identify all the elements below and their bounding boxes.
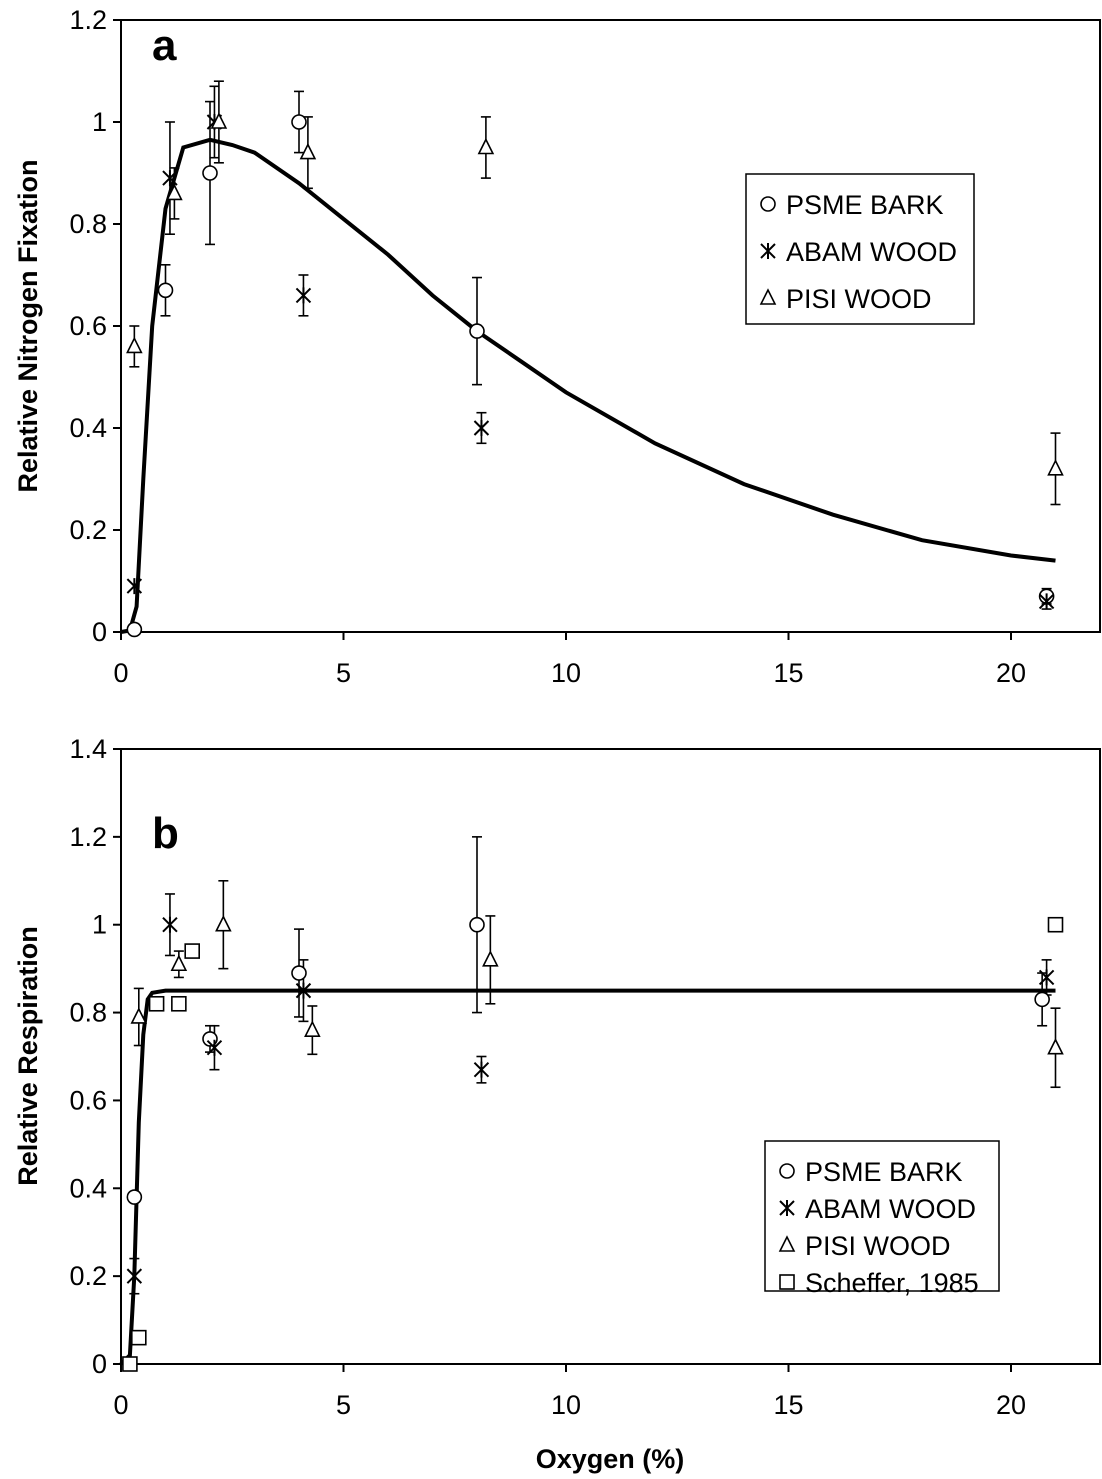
marker-circle <box>469 916 485 933</box>
plot-area-frame <box>120 748 1101 1365</box>
y-tick-label: 0.2 <box>69 1261 107 1291</box>
y-tick-label: 1 <box>92 107 107 137</box>
marker-triangle <box>170 954 188 972</box>
marker-asterisk <box>1038 593 1055 610</box>
x-axis-ticks: 0 5 10 15 20 <box>113 1364 1026 1420</box>
y-tick-label: 0.2 <box>69 515 107 545</box>
marker-asterisk <box>126 578 143 595</box>
marker-square <box>131 1329 147 1346</box>
y-tick-label: 0 <box>92 1349 107 1379</box>
marker-triangle <box>304 1020 321 1037</box>
marker-triangle <box>778 1235 796 1252</box>
marker-circle <box>1034 991 1050 1008</box>
legend-entry-label: ABAM WOOD <box>786 237 957 267</box>
marker-circle <box>291 114 307 130</box>
marker-square <box>1047 916 1064 933</box>
marker-circle <box>202 165 218 181</box>
legend-box <box>764 1140 1000 1292</box>
y-tick-label: 1.2 <box>69 822 107 852</box>
legend: PSME BARK ABAM WOOD PISI WOOD Scheffer, 198… <box>764 1140 1000 1298</box>
marker-triangle <box>130 1007 148 1024</box>
marker-asterisk <box>162 916 178 933</box>
x-tick-label: 10 <box>551 1390 581 1420</box>
marker-asterisk <box>295 982 312 999</box>
panel-b-respiration: 0 0.2 0.4 0.6 0.8 1 1.2 1.4 0 5 10 15 20 b Relative… <box>13 734 1101 1474</box>
y-axis-ticks: 0 0.2 0.4 0.6 0.8 1 1.2 <box>69 5 121 647</box>
marker-triangle <box>215 914 232 932</box>
marker-circle <box>760 196 776 212</box>
marker-asterisk <box>473 420 490 436</box>
x-tick-label: 10 <box>551 658 581 688</box>
legend-entry-label: ABAM WOOD <box>805 1194 976 1224</box>
y-tick-label: 0.4 <box>69 1173 107 1203</box>
x-axis-label: Oxygen (%) <box>536 1444 685 1474</box>
marker-square <box>122 1356 138 1372</box>
x-tick-label: 5 <box>336 1390 351 1420</box>
plot-area-frame <box>120 19 1101 633</box>
marker-triangle <box>126 336 143 354</box>
marker-circle <box>291 965 307 981</box>
legend-entry-label: PSME BARK <box>786 190 944 220</box>
x-tick-label: 20 <box>996 1390 1026 1420</box>
marker-asterisk <box>1038 969 1055 986</box>
legend-box <box>745 173 975 325</box>
y-axis-ticks: 0 0.2 0.4 0.6 0.8 1 1.2 1.4 <box>69 734 121 1379</box>
legend: PSME BARK ABAM WOOD PISI WOOD <box>745 173 975 325</box>
marker-asterisk <box>760 243 776 259</box>
panel-a-nitrogen-fixation: 0 0.2 0.4 0.6 0.8 1 1.2 0 5 10 15 20 a Relative Ni… <box>13 5 1101 688</box>
marker-square <box>779 1274 795 1290</box>
legend-entry-label: PSME BARK <box>805 1157 963 1187</box>
y-tick-label: 0.4 <box>69 413 107 443</box>
fit-curve <box>119 988 1056 1366</box>
data-markers <box>122 914 1064 1372</box>
marker-square <box>184 943 200 959</box>
marker-asterisk <box>206 1039 223 1056</box>
marker-asterisk <box>779 1200 795 1216</box>
y-tick-label: 1 <box>92 910 107 940</box>
y-tick-label: 0 <box>92 617 107 647</box>
marker-square <box>171 995 187 1012</box>
x-axis-ticks: 0 5 10 15 20 <box>113 632 1026 688</box>
y-tick-label: 1.2 <box>69 5 107 35</box>
legend-entry-label: Scheffer, 1985 <box>805 1268 979 1298</box>
panel-label: b <box>152 809 179 858</box>
marker-triangle <box>166 183 183 201</box>
y-tick-label: 0.6 <box>69 311 107 341</box>
marker-asterisk <box>295 287 312 304</box>
y-tick-label: 0.6 <box>69 1085 107 1115</box>
marker-square <box>148 995 165 1012</box>
y-axis-label: Relative Respiration <box>13 926 43 1186</box>
marker-triangle <box>299 142 317 160</box>
marker-circle <box>469 323 485 339</box>
legend-entry-label: PISI WOOD <box>786 284 932 314</box>
y-tick-label: 0.8 <box>69 209 107 239</box>
marker-triangle <box>1047 459 1064 476</box>
marker-triangle <box>759 288 777 305</box>
x-tick-label: 15 <box>773 1390 803 1420</box>
y-tick-label: 1.4 <box>69 734 107 764</box>
marker-circle <box>157 282 174 299</box>
x-tick-label: 20 <box>996 658 1026 688</box>
y-tick-label: 0.8 <box>69 998 107 1028</box>
x-tick-label: 5 <box>336 658 351 688</box>
marker-asterisk <box>162 170 178 187</box>
marker-triangle <box>482 950 499 967</box>
panel-label: a <box>152 21 177 70</box>
x-tick-label: 15 <box>773 658 803 688</box>
legend-entry-label: PISI WOOD <box>805 1231 951 1261</box>
x-tick-label: 0 <box>113 658 128 688</box>
marker-asterisk <box>126 1268 143 1285</box>
fit-curve <box>120 137 1056 634</box>
marker-circle <box>779 1163 795 1179</box>
marker-triangle <box>210 112 228 129</box>
data-markers <box>126 112 1064 638</box>
marker-triangle <box>1047 1037 1064 1055</box>
y-axis-label: Relative Nitrogen Fixation <box>13 159 43 492</box>
marker-asterisk <box>473 1061 490 1078</box>
marker-circle <box>126 621 143 638</box>
marker-circle <box>126 1189 143 1205</box>
x-tick-label: 0 <box>113 1390 128 1420</box>
marker-triangle <box>477 137 495 155</box>
